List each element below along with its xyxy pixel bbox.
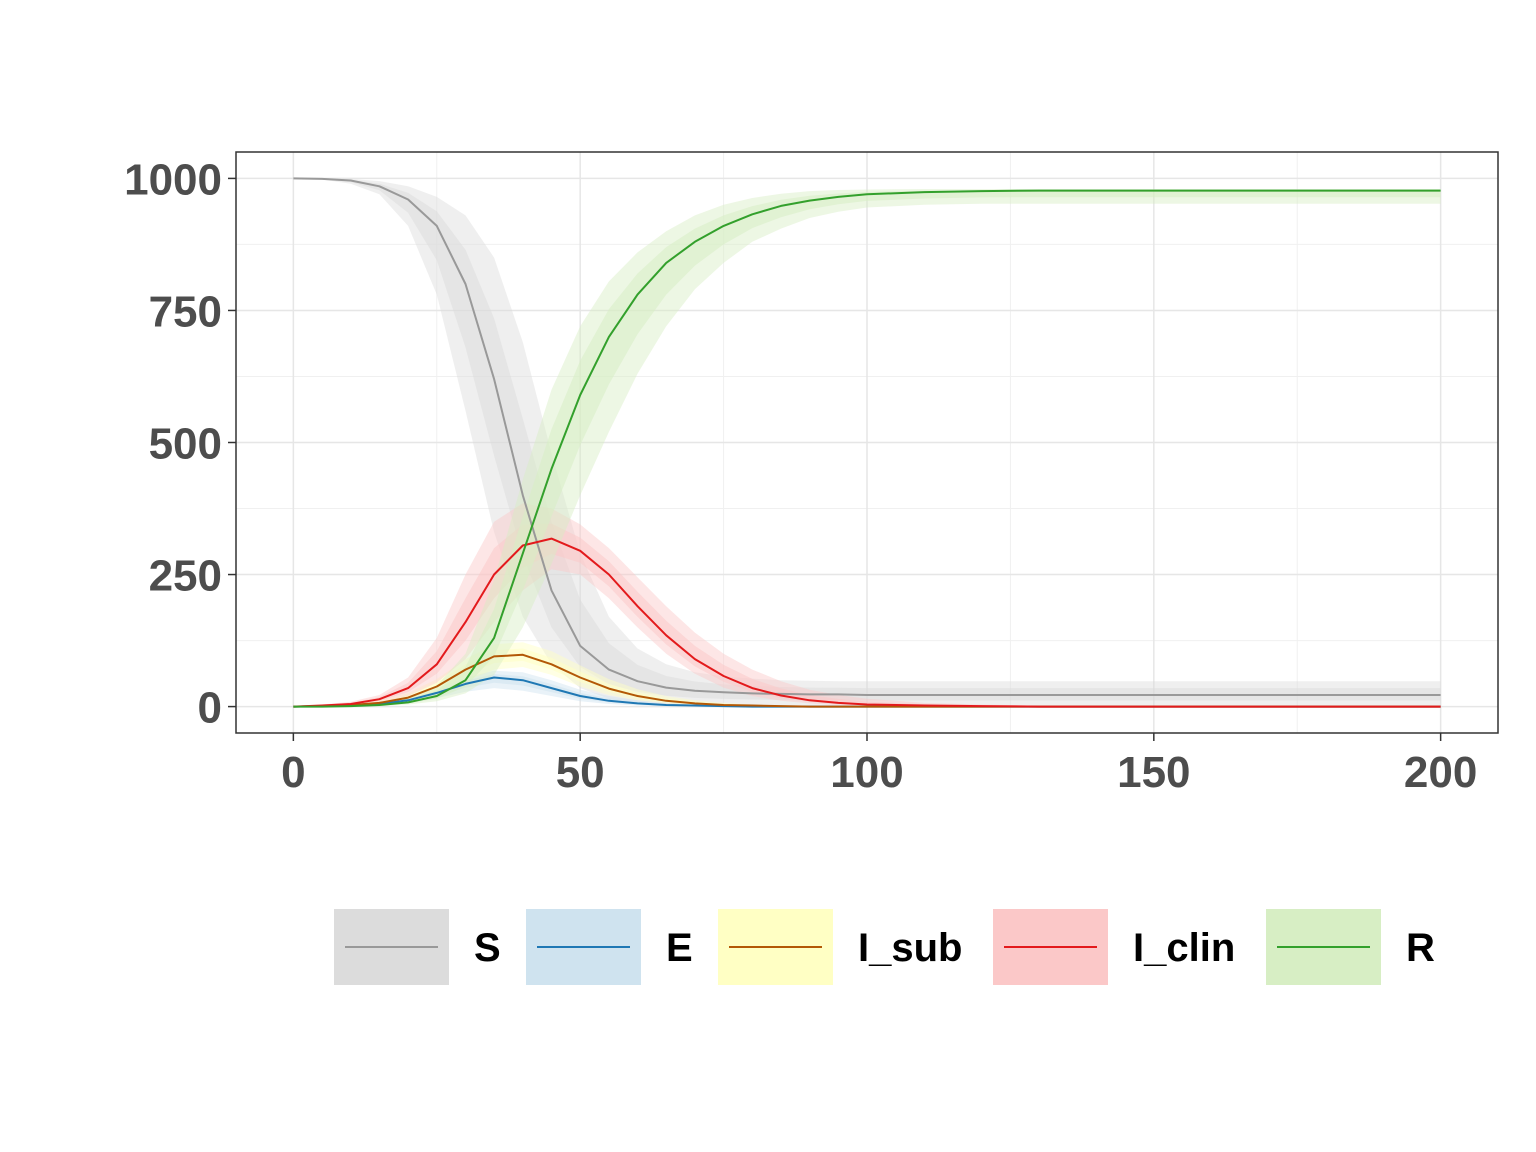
series-lines: [293, 177, 1441, 708]
series-line-s: [293, 177, 1441, 696]
y-tick-label: 500: [149, 420, 222, 469]
y-tick-label: 250: [149, 552, 222, 601]
x-tick-label: 200: [1404, 748, 1477, 797]
series-line-r: [293, 189, 1441, 708]
legend-label-i-clin: I_clin: [1133, 926, 1235, 970]
band-inner-e: [293, 674, 1441, 707]
series-line-i-clin: [293, 537, 1441, 708]
y-tick-label: 750: [149, 287, 222, 336]
axes: 0 50 100 150 200 0 250 500 750 1000: [124, 155, 1477, 797]
legend-item-r: R: [1266, 909, 1435, 985]
x-tick-label: 0: [281, 748, 305, 797]
legend-label-s: S: [474, 926, 501, 970]
legend: S E I_sub I_clin R: [334, 909, 1435, 985]
legend-item-e: E: [526, 909, 693, 985]
x-tick-label: 100: [830, 748, 903, 797]
legend-item-i-clin: I_clin: [993, 909, 1235, 985]
x-tick-label: 50: [556, 748, 605, 797]
legend-label-e: E: [666, 926, 693, 970]
legend-label-r: R: [1406, 926, 1435, 970]
legend-label-i-sub: I_sub: [858, 926, 962, 970]
band-outer-s: [293, 178, 1441, 707]
y-tick-label: 0: [198, 684, 222, 733]
x-tick-label: 150: [1117, 748, 1190, 797]
legend-item-s: S: [334, 909, 501, 985]
band-inner-s: [293, 178, 1441, 701]
legend-item-i-sub: I_sub: [718, 909, 962, 985]
y-tick-label: 1000: [124, 155, 222, 204]
